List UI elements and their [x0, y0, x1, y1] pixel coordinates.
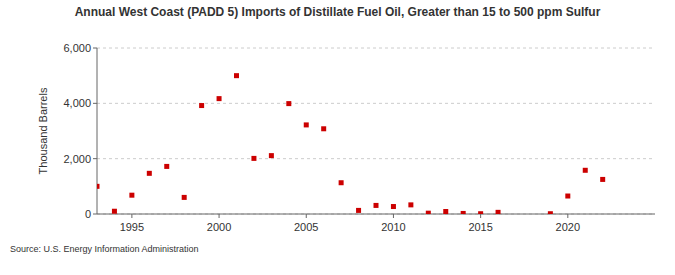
y-axis-label: Thousand Barrels: [37, 87, 49, 174]
point: [374, 203, 379, 208]
point: [426, 211, 431, 214]
point: [548, 211, 553, 214]
point: [129, 193, 134, 198]
point: [339, 180, 344, 185]
point: [217, 96, 222, 101]
point: [269, 153, 274, 158]
x-tick: [306, 214, 307, 218]
y-tick: [93, 214, 97, 215]
point: [304, 122, 309, 127]
source: Source: U.S. Energy Information Administ…: [10, 244, 199, 254]
grid-line: [97, 158, 655, 159]
point: [199, 103, 204, 108]
y-tick: [93, 158, 97, 159]
grid-line: [97, 103, 655, 104]
grid-line: [97, 48, 655, 49]
point: [391, 204, 396, 209]
point: [97, 184, 100, 189]
title: Annual West Coast (PADD 5) Imports of Di…: [75, 5, 601, 19]
grid-line: [97, 214, 655, 215]
point: [112, 209, 117, 214]
y-tick: [93, 48, 97, 49]
point: [583, 168, 588, 173]
point: [182, 195, 187, 200]
point: [478, 211, 483, 214]
point: [408, 202, 413, 207]
point: [164, 164, 169, 169]
point: [321, 126, 326, 131]
y-tick: [93, 103, 97, 104]
point: [356, 208, 361, 213]
y-axis: [97, 48, 98, 214]
x-tick-label: 2015: [468, 221, 492, 233]
x-tick: [131, 214, 132, 218]
x-tick-label: 2020: [556, 221, 580, 233]
point: [496, 210, 501, 214]
x-tick-label: 1995: [120, 221, 144, 233]
y-tick-label: 2,000: [63, 153, 91, 165]
points: [97, 73, 605, 214]
point: [286, 101, 291, 106]
x-tick-label: 2000: [207, 221, 231, 233]
y-tick-label: 0: [85, 208, 91, 220]
x-axis: [97, 214, 655, 215]
point: [461, 211, 466, 214]
point: [565, 194, 570, 199]
point: [147, 171, 152, 176]
x-tick: [480, 214, 481, 218]
x-tick: [567, 214, 568, 218]
x-tick: [393, 214, 394, 218]
point: [234, 73, 239, 78]
x-tick-label: 2010: [381, 221, 405, 233]
y-tick-label: 6,000: [63, 42, 91, 54]
point: [251, 156, 256, 161]
chart: Annual West Coast (PADD 5) Imports of Di…: [0, 0, 675, 275]
point: [600, 177, 605, 182]
point: [443, 209, 448, 214]
x-tick: [219, 214, 220, 218]
x-tick-label: 2005: [294, 221, 318, 233]
y-tick-label: 4,000: [63, 97, 91, 109]
